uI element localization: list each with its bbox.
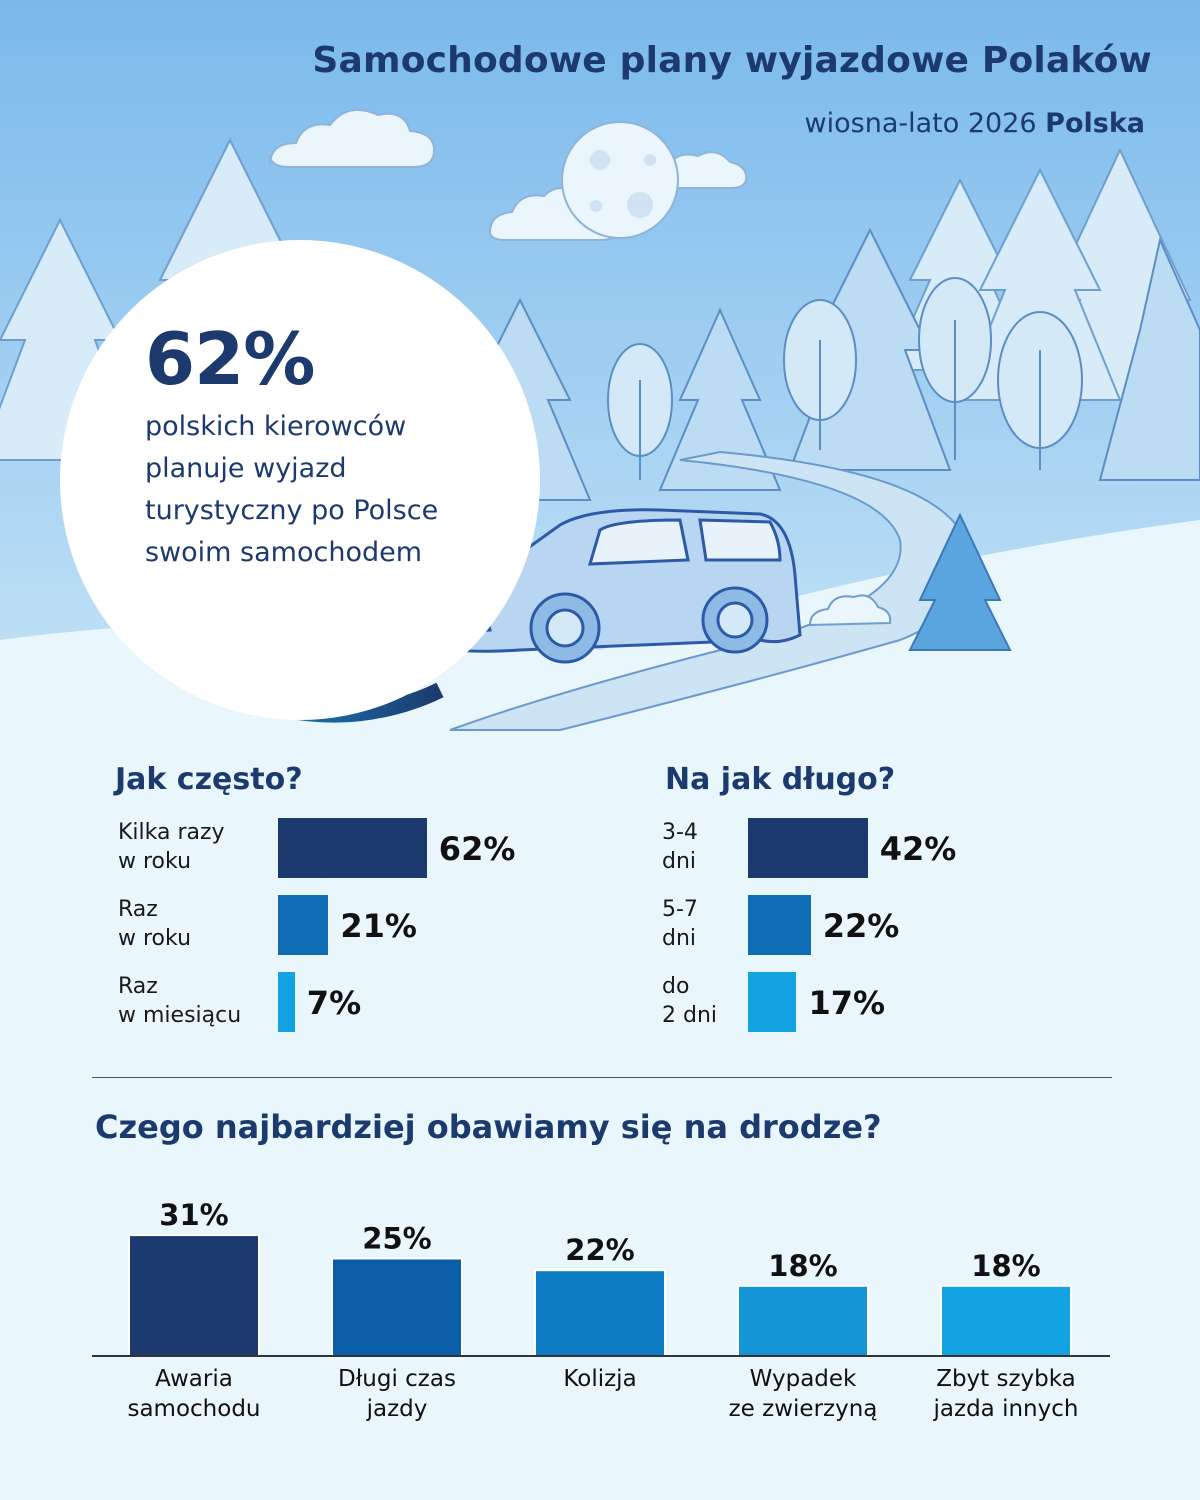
bar-value-label: 21% (340, 907, 417, 945)
bar-category-label: jazda innych (933, 1396, 1079, 1422)
bar (534, 1269, 666, 1357)
bar (748, 818, 868, 878)
bar-category-label: Awaria (155, 1366, 233, 1392)
bar-value-label: 25% (362, 1222, 431, 1256)
bar (331, 1257, 463, 1357)
concerns-chart-title: Czego najbardziej obawiamy się na drodze… (95, 1108, 882, 1146)
highlight-line: planuje wyjazd (145, 453, 347, 484)
bar (278, 895, 329, 955)
frequency-chart-title: Jak często? (115, 762, 303, 797)
bar-value-label: 31% (159, 1198, 228, 1232)
bar-value-label: 42% (879, 830, 957, 868)
bar-category-label: Długi czas (338, 1366, 456, 1392)
subtitle-season: wiosna-lato 2026 (804, 108, 1037, 139)
bar-category-line: w miesiącu (118, 1003, 242, 1028)
round-trees (607, 277, 1083, 480)
bar-category-line: w roku (118, 849, 192, 874)
bar-category-line: 5-7 (662, 897, 698, 922)
bar (940, 1284, 1072, 1357)
highlight-description: polskich kierowców planuje wyjazd turyst… (145, 406, 505, 574)
section-divider (92, 1077, 1112, 1078)
bar-category-line: do (662, 974, 690, 999)
bar (737, 1284, 869, 1357)
bar-value-label: 7% (306, 984, 362, 1022)
page-subtitle: wiosna-lato 2026 Polska (805, 108, 1145, 139)
highlight-line: polskich kierowców (145, 411, 407, 442)
bar-value-label: 17% (808, 984, 886, 1022)
highlight-value: 62% (145, 317, 315, 401)
bar-value-label: 22% (822, 907, 900, 945)
concerns-chart: 31% Awaria samochodu 25% Długi czas jazdy 22% K… (92, 1198, 1110, 1422)
bar-category-line: 2 dni (662, 1003, 718, 1028)
bar-category-label: samochodu (127, 1396, 260, 1422)
pine-tree-front (908, 512, 1012, 651)
bar-category-line: Raz (118, 897, 158, 922)
bar-category-line: Kilka razy (118, 820, 225, 845)
bar-category-label: do 2 dni (662, 972, 812, 1030)
bar-row: 3-4 dni 42% (662, 818, 1082, 878)
bar-category-line: dni (662, 926, 697, 951)
bar-value-label: 22% (565, 1233, 634, 1267)
moon-icon (561, 121, 679, 239)
bar-category-label: Kolizja (563, 1366, 636, 1392)
bar-category-label: Wypadek (750, 1366, 857, 1392)
page-title: Samochodowe plany wyjazdowe Polaków (312, 40, 1152, 81)
bar-category-label: 5-7 dni (662, 895, 812, 953)
bar-category-line: w roku (118, 926, 192, 951)
hero-illustration (0, 0, 1200, 760)
bar-category-label: Raz w roku (118, 895, 268, 953)
bar-category-label: Raz w miesiącu (118, 972, 268, 1030)
bar-category-label: Zbyt szybka (936, 1366, 1076, 1392)
bar-category-label: ze zwierzyną (729, 1396, 878, 1422)
bar (278, 972, 295, 1032)
bar-category-label: Kilka razy w roku (118, 818, 268, 876)
bar-row: do 2 dni 17% (662, 972, 1082, 1032)
bar (128, 1234, 260, 1357)
bar (748, 972, 797, 1032)
highlight-line: turystyczny po Polsce (145, 495, 439, 526)
car-illustration (423, 508, 802, 664)
subtitle-country: Polska (1045, 108, 1145, 139)
bar-category-line: Raz (118, 974, 158, 999)
bar-category-line: dni (662, 849, 697, 874)
highlight-stat: 62% polskich kierowców planuje wyjazd tu… (145, 318, 505, 574)
bar (278, 818, 427, 878)
highlight-line: swoim samochodem (145, 537, 423, 568)
duration-chart-title: Na jak długo? (665, 762, 896, 797)
bar-category-line: 3-4 (662, 820, 698, 845)
bar-value-label: 18% (971, 1249, 1040, 1283)
bar-row: Raz w miesiącu 7% (118, 972, 538, 1032)
snow-puff-icon (808, 594, 892, 627)
bar-category-label: jazdy (366, 1396, 428, 1422)
bar-row: Raz w roku 21% (118, 895, 538, 955)
bar-value-label: 62% (438, 830, 516, 868)
bar-value-label: 18% (768, 1249, 837, 1283)
bar-category-label: 3-4 dni (662, 818, 812, 876)
stat-circle (60, 240, 540, 720)
bar-row: 5-7 dni 22% (662, 895, 1082, 955)
bar (748, 895, 811, 955)
bar-row: Kilka razy w roku 62% (118, 818, 538, 878)
